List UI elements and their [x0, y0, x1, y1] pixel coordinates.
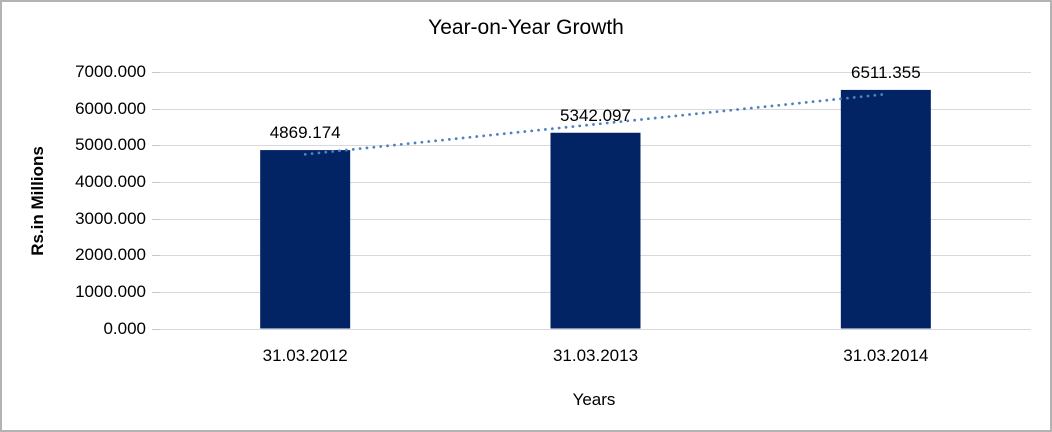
y-tick-label: 1000.000 — [75, 281, 146, 301]
x-tick-label: 31.03.2012 — [262, 346, 348, 365]
data-label: 6511.355 — [851, 62, 921, 82]
y-tick-label: 2000.000 — [75, 245, 146, 265]
y-tick-label: 4000.000 — [75, 171, 146, 191]
x-axis-title: Years — [572, 390, 616, 409]
bar-31.03.2013 — [550, 132, 641, 329]
x-tick-label: 31.03.2014 — [843, 346, 929, 365]
y-axis-title: Rs.in Millions — [28, 146, 47, 256]
trendline — [303, 92, 888, 156]
y-tick-label: 7000.000 — [75, 62, 146, 81]
y-tick-label: 6000.000 — [75, 98, 146, 118]
y-tick-label: 0.000 — [103, 318, 146, 338]
y-tick-label: 3000.000 — [75, 208, 146, 228]
bar-31.03.2014 — [840, 89, 931, 329]
y-tick-label: 5000.000 — [75, 135, 146, 155]
bar-31.03.2012 — [260, 150, 351, 329]
data-label: 5342.097 — [560, 105, 631, 125]
chart-title: Year-on-Year Growth — [428, 16, 624, 39]
data-label: 4869.174 — [269, 123, 341, 143]
x-tick-label: 31.03.2013 — [552, 346, 639, 365]
